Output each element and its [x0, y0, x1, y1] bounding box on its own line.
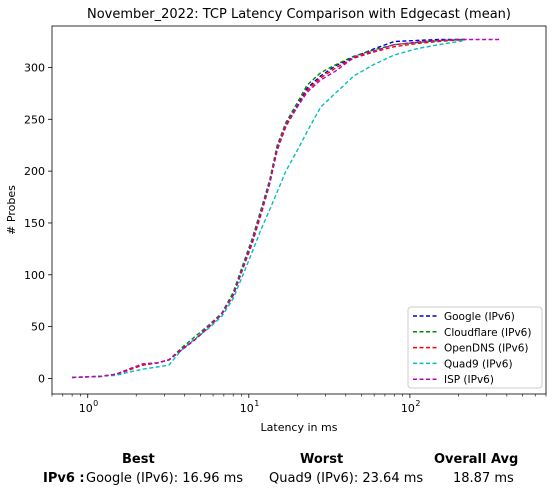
y-axis: 0 50 100 150 200 250 300: [24, 61, 52, 385]
x-tick-label: 10: [401, 402, 415, 415]
x-tick-exponent: 1: [254, 399, 259, 408]
y-tick-label: 150: [24, 217, 45, 230]
x-tick-label: 10: [240, 402, 254, 415]
overall-avg-header: Overall Avg: [434, 452, 519, 467]
y-tick-label: 0: [38, 372, 45, 385]
series-line-3: [72, 39, 466, 379]
y-tick-label: 100: [24, 269, 45, 282]
series-layer: [72, 38, 502, 379]
legend-entry: OpenDNS (IPv6): [444, 343, 529, 355]
overall-avg-value: 18.87 ms: [453, 471, 514, 486]
latency-chart: November_2022: TCP Latency Comparison wi…: [5, 7, 547, 434]
x-tick-exponent: 2: [415, 399, 420, 408]
ipv6-row-label: IPv6 :: [43, 471, 85, 486]
x-axis-label: Latency in ms: [261, 421, 338, 434]
series-line-4: [72, 38, 502, 379]
legend-entry: ISP (IPv6): [444, 374, 494, 386]
chart-title: November_2022: TCP Latency Comparison wi…: [87, 7, 511, 22]
legend: Google (IPv6) Cloudflare (IPv6) OpenDNS (I…: [407, 306, 543, 389]
y-tick-label: 50: [31, 321, 45, 334]
y-axis-label: # Probes: [5, 185, 18, 235]
x-tick-label: 10: [79, 402, 93, 415]
legend-frame: [407, 306, 543, 389]
y-tick-label: 300: [24, 61, 45, 74]
x-axis: 10 0 10 1 10 2: [51, 394, 547, 415]
x-tick-exponent: 0: [93, 399, 98, 408]
legend-entry: Quad9 (IPv6): [444, 358, 513, 370]
y-tick-label: 200: [24, 165, 45, 178]
legend-entry: Google (IPv6): [444, 311, 515, 323]
best-value: Google (IPv6): 16.96 ms: [86, 471, 244, 486]
worst-value: Quad9 (IPv6): 23.64 ms: [269, 471, 424, 486]
y-tick-label: 250: [24, 113, 45, 126]
worst-header: Worst: [300, 452, 344, 467]
legend-entry: Cloudflare (IPv6): [444, 327, 531, 339]
best-header: Best: [122, 452, 155, 467]
